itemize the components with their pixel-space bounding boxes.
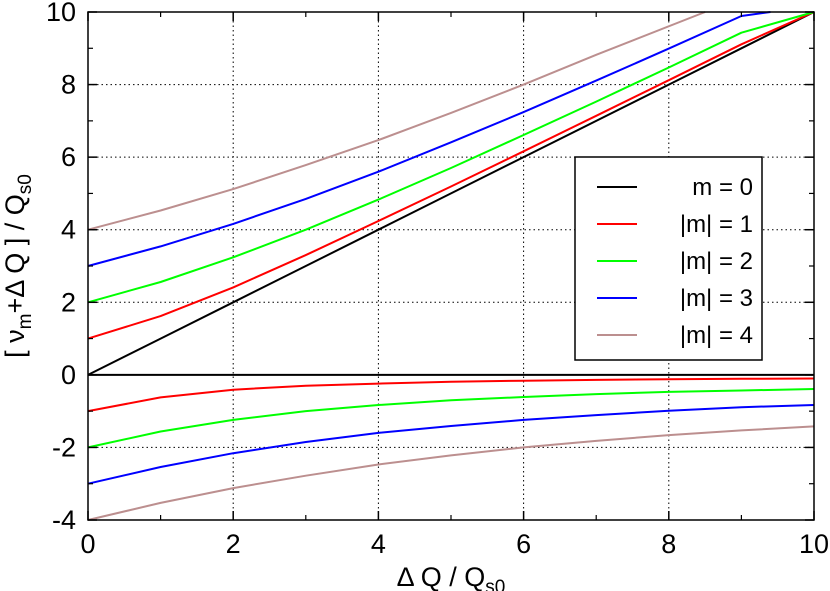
series-line — [87, 11, 815, 340]
y-tick-label: 4 — [61, 215, 76, 245]
series-line — [87, 11, 706, 231]
legend: m = 0 |m| = 1 |m| = 2 |m| = 3 |m| = 4 — [574, 156, 763, 361]
x-tick-label: 10 — [799, 529, 829, 559]
x-tick-label: 2 — [226, 529, 241, 559]
x-tick-label: 8 — [661, 529, 676, 559]
series-line — [87, 377, 815, 413]
y-tick-label: 6 — [61, 142, 76, 172]
series-line — [87, 11, 771, 267]
series-line — [87, 11, 815, 304]
y-tick-label: -4 — [52, 505, 76, 535]
y-tick-label: 2 — [61, 287, 76, 317]
x-tick-label: 0 — [80, 529, 95, 559]
series-line — [87, 404, 815, 485]
series-line — [87, 425, 815, 521]
legend-label: |m| = 3 — [680, 285, 753, 312]
legend-label: m = 0 — [692, 174, 753, 201]
tick-labels: 0 2 4 6 8 10 -4 -2 0 2 4 6 8 10 — [46, 0, 829, 559]
legend-box — [574, 156, 763, 361]
y-tick-label: 8 — [61, 70, 76, 100]
y-tick-label: 0 — [61, 360, 76, 390]
series-line — [87, 11, 815, 376]
y-tick-label: -2 — [52, 432, 76, 462]
legend-label: |m| = 4 — [680, 322, 753, 349]
y-tick-label: 10 — [46, 0, 76, 27]
series-layer — [87, 11, 815, 521]
series-line — [87, 388, 815, 449]
legend-label: |m| = 1 — [680, 211, 753, 238]
y-axis-title: [ νm+Δ Q ] / Qs0 — [0, 174, 36, 358]
x-tick-label: 6 — [516, 529, 531, 559]
ticks — [87, 11, 815, 521]
x-tick-label: 4 — [371, 529, 386, 559]
x-axis-title: Δ Q / Qs0 — [397, 562, 506, 591]
legend-label: |m| = 2 — [680, 248, 753, 275]
